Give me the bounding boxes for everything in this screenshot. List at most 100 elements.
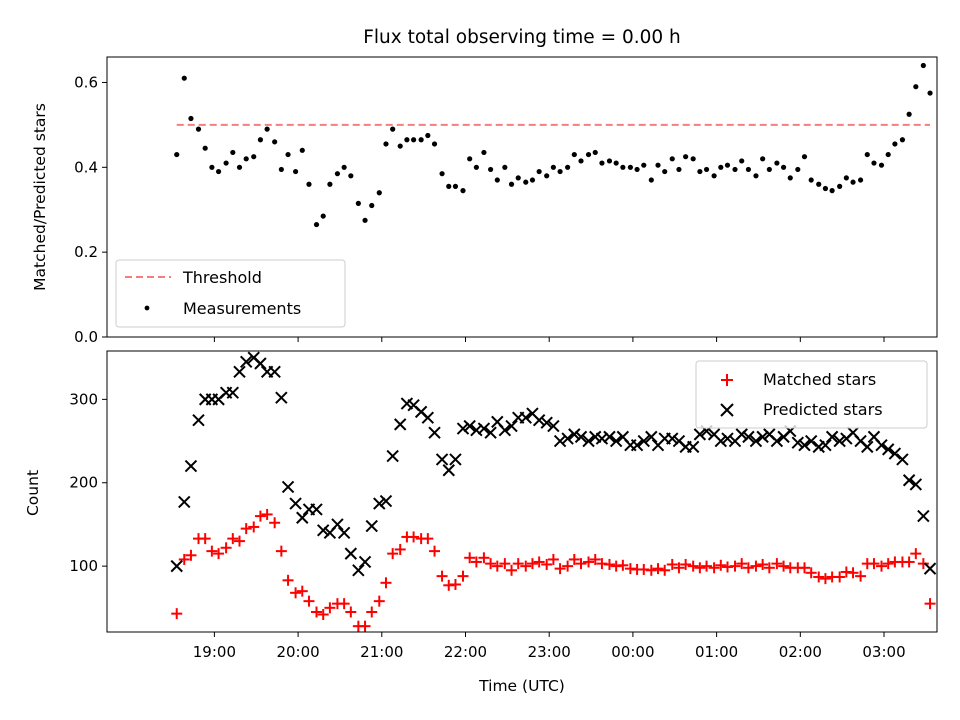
measurement-point: [285, 151, 291, 158]
matched-star-point: [387, 548, 399, 560]
measurements-legend-swatch: [144, 305, 150, 311]
predicted-star-point: [435, 453, 449, 466]
top-y-ticks: 0.0 0.2 0.4 0.6: [74, 73, 107, 346]
matched-star-point: [798, 562, 810, 574]
measurement-point: [292, 168, 299, 175]
predicted-star-point: [637, 434, 650, 448]
measurement-point: [236, 164, 243, 170]
matched-star-point: [506, 564, 518, 576]
top-y-axis-label: Matched/Predicted stars: [31, 103, 49, 291]
matched-star-point: [645, 564, 657, 576]
top-legend: Threshold Measurements: [115, 259, 346, 328]
matched-star-point: [269, 517, 281, 529]
predicted-star-point: [666, 432, 679, 445]
measurement-point: [230, 149, 236, 156]
matched-star-point: [541, 558, 553, 570]
predicted-star-point: [170, 559, 183, 573]
matched-star-point: [603, 558, 615, 570]
predicted-star-point: [226, 386, 240, 399]
predicted-star-point: [352, 564, 365, 577]
measurement-point: [760, 156, 766, 162]
predicted-star-point: [645, 430, 658, 444]
predicted-star-point: [421, 411, 435, 424]
matched-star-point: [478, 552, 490, 564]
matched-star-point: [317, 608, 329, 620]
predicted-star-point: [595, 432, 609, 445]
measurement-point: [488, 166, 494, 173]
predicted-star-point: [394, 418, 407, 431]
predicted-star-point: [365, 519, 378, 533]
measurement-point: [711, 173, 717, 179]
predicted-star-point: [749, 434, 763, 448]
predicted-star-point: [630, 439, 644, 452]
matched-star-point: [742, 562, 754, 574]
matched-star-point: [394, 543, 406, 555]
x-tick-label: 22:00: [444, 643, 487, 661]
matched-star-point: [568, 553, 580, 565]
matched-star-point: [449, 578, 461, 590]
x-tick-label: 21:00: [360, 643, 403, 661]
matched-star-point: [575, 558, 587, 570]
predicted-star-point: [582, 434, 595, 448]
measurement-point: [864, 151, 870, 158]
predicted-star-point: [875, 439, 888, 452]
matched-star-point: [834, 571, 846, 583]
measurement-point: [774, 160, 780, 166]
predicted-star-point: [484, 426, 497, 439]
predicted-star-point: [498, 424, 512, 437]
measurement-point: [397, 143, 403, 149]
measurement-point: [264, 126, 270, 132]
predicted-star-point: [693, 428, 707, 441]
measurement-point: [787, 175, 793, 181]
bottom-legend: Matched stars Predicted stars: [695, 360, 928, 429]
x-tick-label: 00:00: [611, 643, 654, 661]
measurement-point: [425, 132, 431, 139]
top-y-tick-label: 0.4: [74, 158, 98, 176]
matched-star-point: [666, 558, 678, 570]
bottom-axes: 100 200 300 19:00 20:00 21:00 22:00 23:00 00:00…: [24, 350, 938, 661]
measurements-legend-label: Measurements: [183, 299, 301, 318]
x-axis-label: Time (UTC): [478, 677, 565, 695]
predicted-star-point: [574, 430, 588, 444]
measurement-point: [822, 185, 829, 192]
matched-star-point: [715, 559, 727, 571]
bottom-y-tick-label: 300: [69, 390, 98, 408]
matched-star-point: [227, 533, 239, 545]
matched-star-point: [903, 556, 915, 568]
predicted-star-point: [561, 432, 574, 445]
measurement-point: [565, 164, 571, 170]
predicted-star-point: [888, 447, 902, 460]
measurement-point: [599, 160, 605, 166]
matched-star-point: [178, 553, 190, 565]
measurement-point: [557, 168, 563, 175]
measurement-point: [648, 177, 654, 183]
measurement-point: [613, 160, 619, 166]
measurement-point: [215, 168, 222, 175]
measurement-point: [362, 217, 368, 223]
x-tick-label: 03:00: [862, 643, 905, 661]
matched-star-point: [213, 548, 225, 560]
matched-star-point: [520, 560, 532, 572]
predicted-star-point: [233, 365, 246, 379]
measurement-point: [899, 137, 906, 143]
measurement-point: [724, 162, 731, 168]
predicted-star-point: [686, 440, 700, 454]
predicted-star-point: [470, 424, 483, 437]
measurement-point: [885, 151, 891, 158]
predicted-star-point: [532, 414, 546, 427]
measurement-point: [753, 173, 759, 179]
matched-star-point: [303, 595, 315, 607]
measurement-point: [578, 158, 584, 164]
matched-star-point: [882, 558, 894, 570]
predicted-star-point: [289, 497, 302, 510]
matched-star-point: [589, 553, 601, 565]
measurement-point: [174, 151, 180, 158]
measurement-point: [620, 164, 626, 170]
measurement-point: [585, 151, 592, 158]
threshold-legend-label: Threshold: [182, 268, 262, 287]
matched-star-point: [491, 560, 503, 572]
predicted-star-point: [463, 419, 476, 433]
measurement-point: [669, 156, 675, 162]
measurement-point: [718, 164, 724, 170]
